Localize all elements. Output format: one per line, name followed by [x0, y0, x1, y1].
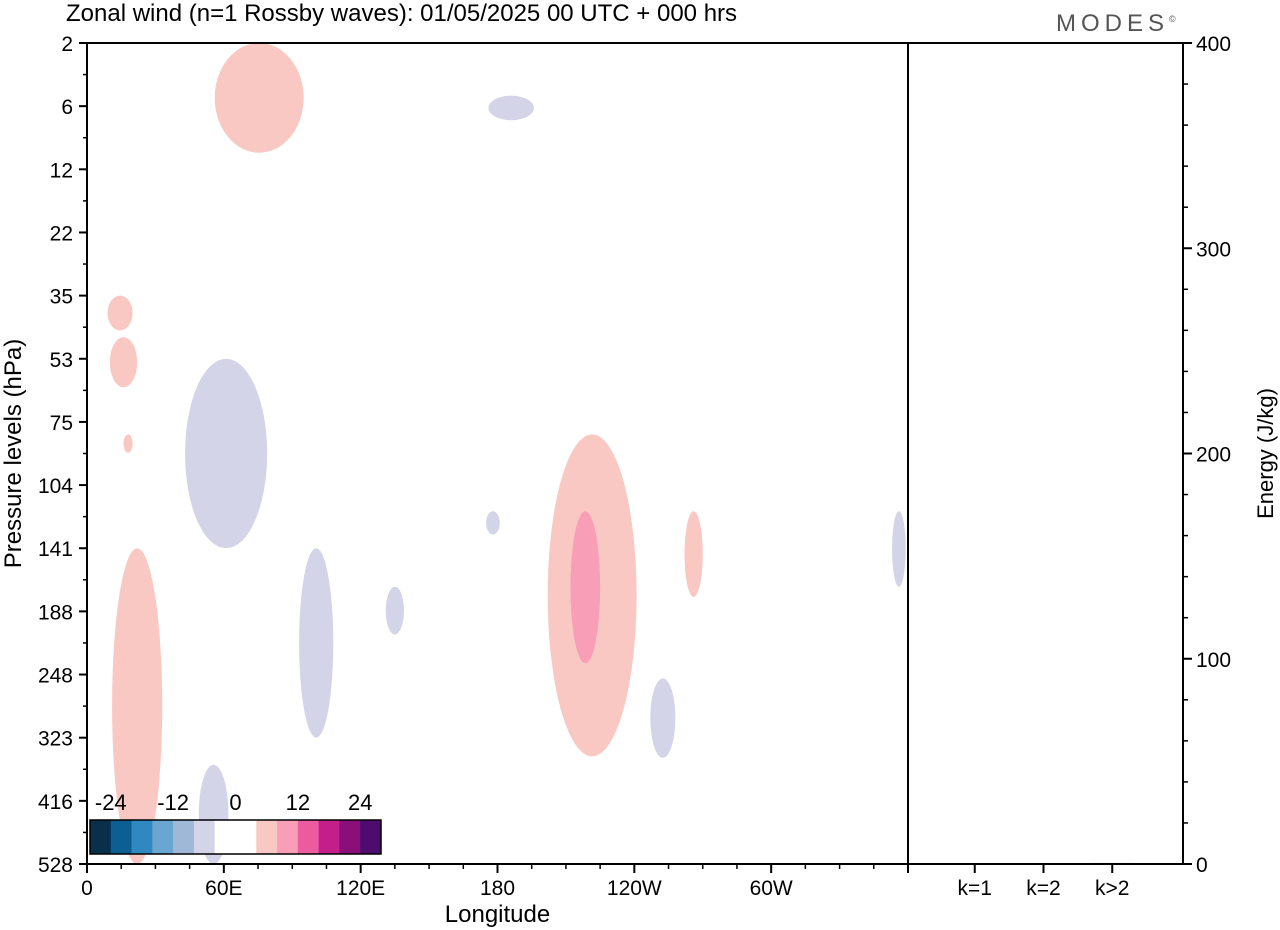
colorbar-swatch	[360, 820, 382, 854]
colorbar-swatch	[193, 820, 216, 854]
colorbar-swatch	[318, 820, 340, 854]
energy-tick-label: 0	[1196, 854, 1208, 877]
brand-text: MODES	[1056, 10, 1170, 37]
contour-region-12	[570, 511, 601, 664]
chart-title: Zonal wind (n=1 Rossby waves): 01/05/202…	[66, 0, 738, 27]
contour-region-14	[684, 511, 703, 597]
colorbar-swatch	[214, 820, 236, 854]
bar-category-label: k>2	[1095, 877, 1129, 900]
energy-tick-label: 400	[1196, 33, 1231, 56]
colorbar-swatch	[277, 820, 299, 854]
colorbar: -24 -12 0 12 24	[89, 790, 382, 855]
colorbar-frame	[89, 819, 382, 855]
colorbar-swatch	[173, 820, 195, 854]
energy-bar-k=2	[1021, 863, 1066, 864]
x-axis-label: Longitude	[445, 901, 550, 928]
x-tick-label: 60W	[750, 877, 793, 900]
contour-layer	[107, 43, 906, 864]
y-tick-label: 528	[38, 854, 73, 877]
colorbar-swatch	[131, 820, 153, 854]
contour-region-8	[385, 586, 404, 635]
y-tick-label: 141	[38, 538, 73, 561]
energy-axis-label: Energy (J/kg)	[1253, 388, 1278, 519]
y-tick-label: 188	[38, 601, 73, 624]
contour-region-1	[488, 95, 534, 121]
energy-tick-label: 300	[1196, 238, 1231, 261]
y-tick-label: 6	[61, 96, 73, 119]
contour-region-0	[214, 43, 304, 153]
y-tick-label: 22	[50, 222, 73, 245]
y-tick-label: 323	[38, 728, 73, 751]
energy-bar-k=1	[952, 863, 997, 864]
colorbar-swatch	[235, 820, 257, 854]
energy-panel: 0 100 200 300 400 Energy (J/kg) k=1 k=2 k>2	[952, 33, 1278, 900]
contour-region-13	[650, 678, 676, 758]
colorbar-swatch	[110, 820, 132, 854]
y-tick-label: 35	[50, 286, 73, 309]
y-tick-label: 53	[50, 349, 73, 372]
colorbar-swatch	[152, 820, 174, 854]
contour-region-2	[107, 295, 133, 331]
energy-tick-label: 200	[1196, 444, 1231, 467]
colorbar-swatch	[339, 820, 361, 854]
contour-region-4	[123, 434, 133, 453]
colorbar-label: 24	[348, 790, 372, 815]
y-tick-label: 75	[50, 412, 73, 435]
y-tick-label: 416	[38, 791, 73, 814]
copyright-mark: ©	[1169, 14, 1176, 24]
colorbar-label: 12	[286, 790, 310, 815]
colorbar-swatch	[256, 820, 278, 854]
contour-region-5	[185, 358, 268, 549]
colorbar-label: -12	[157, 790, 189, 815]
x-tick-label: 120W	[607, 877, 662, 900]
energy-tick-label: 100	[1196, 649, 1231, 672]
contour-region-7	[299, 548, 334, 738]
modes-logo: MODES©	[1056, 10, 1176, 38]
colorbar-swatch	[90, 820, 112, 854]
contour-region-6	[112, 548, 163, 864]
x-tick-label: 0	[81, 877, 93, 900]
energy-bar-k>2	[1090, 862, 1135, 864]
contour-region-3	[109, 337, 138, 388]
colorbar-label: 0	[229, 790, 241, 815]
y-tick-label: 12	[50, 159, 73, 182]
bar-category-label: k=1	[958, 877, 992, 900]
y-tick-label: 104	[38, 475, 73, 498]
x-tick-label: 180	[480, 877, 515, 900]
contour-region-15	[892, 511, 906, 587]
y-tick-label: 248	[38, 665, 73, 688]
x-tick-label: 60E	[205, 877, 242, 900]
bar-category-label: k=2	[1026, 877, 1060, 900]
colorbar-swatch	[297, 820, 319, 854]
contour-region-9	[486, 511, 500, 535]
y-tick-label: 2	[61, 33, 73, 56]
x-tick-label: 120E	[336, 877, 385, 900]
y-axis-label: Pressure levels (hPa)	[0, 339, 27, 568]
colorbar-label: -24	[95, 790, 127, 815]
